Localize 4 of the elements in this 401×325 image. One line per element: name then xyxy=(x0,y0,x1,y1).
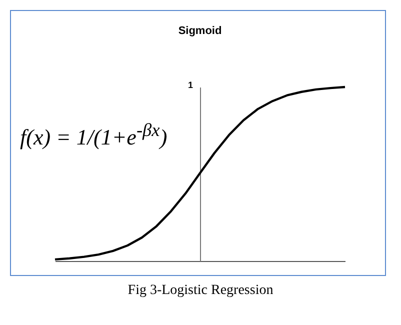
annotation: f(x) = 1/(1+e$^{-βx}$) xyxy=(20,120,168,150)
annotation: 1 xyxy=(188,80,194,90)
chart-title: Sigmoid xyxy=(178,24,222,37)
caption: Fig 3-Logistic Regression xyxy=(126,283,274,299)
